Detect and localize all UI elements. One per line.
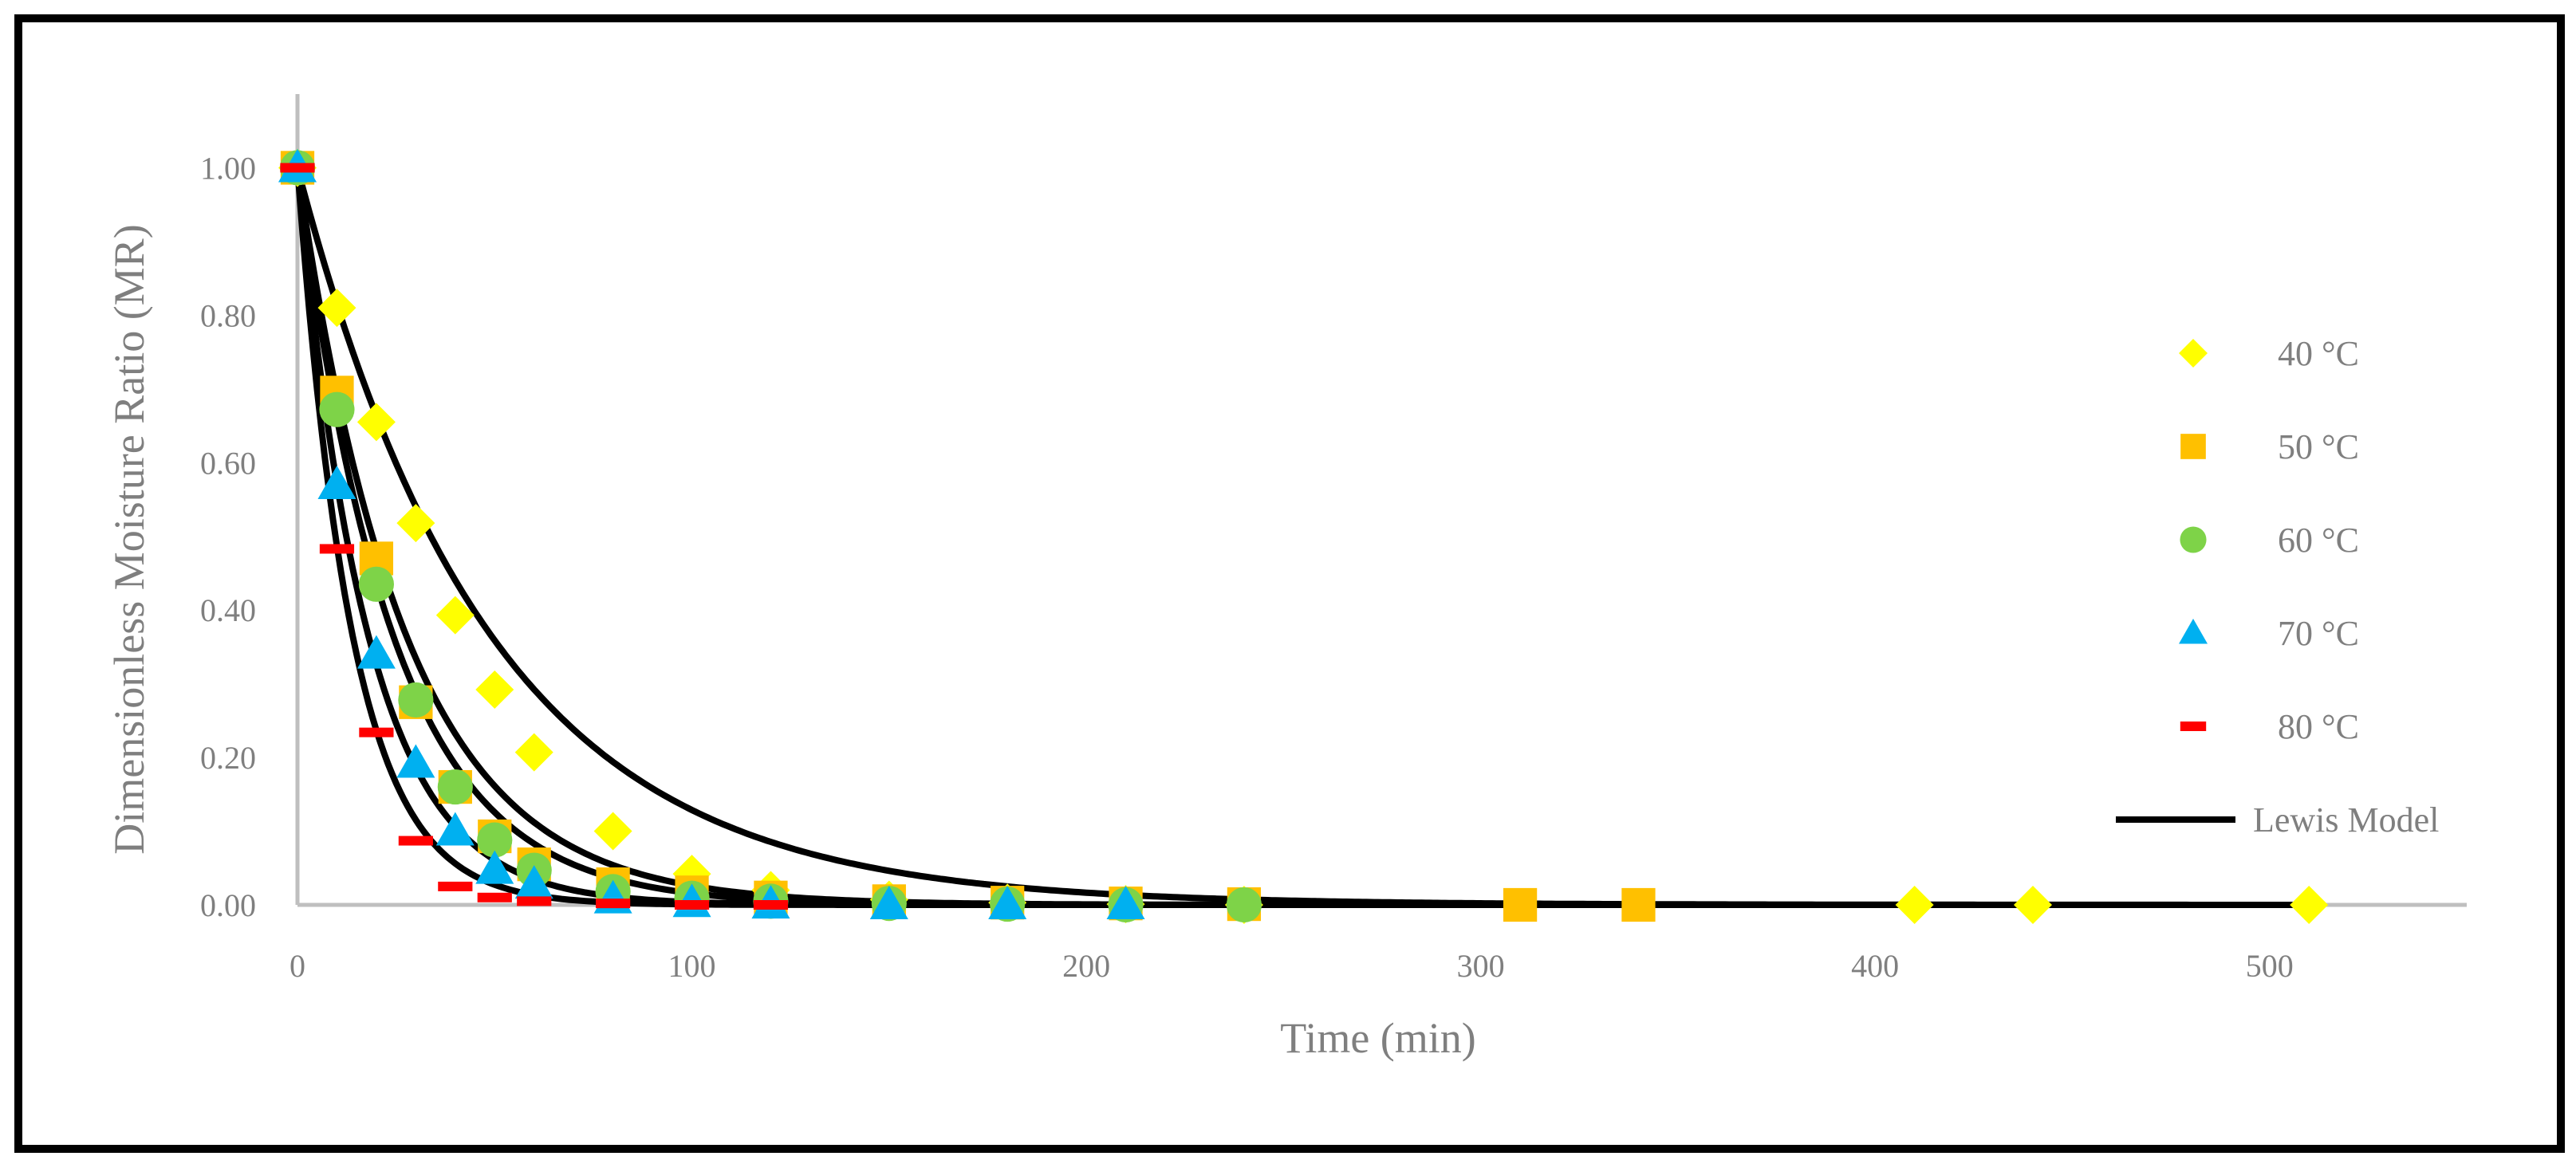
lewis-model-curve — [294, 167, 2310, 908]
data-point-diamond — [514, 733, 553, 772]
legend-label: 40 °C — [2278, 334, 2359, 373]
data-markers — [278, 148, 2329, 924]
lewis-model-curve — [294, 167, 2310, 908]
series-diamond — [278, 148, 2329, 924]
data-point-square — [1503, 887, 1538, 922]
data-point-dash — [319, 544, 355, 554]
y-tick-label: 0.60 — [200, 445, 256, 481]
data-point-square — [2180, 434, 2206, 459]
data-point-triangle — [396, 744, 435, 778]
data-point-diamond — [2290, 886, 2329, 924]
data-point-diamond — [475, 670, 514, 710]
legend-item: 80 °C — [2180, 707, 2359, 746]
legend-label: 80 °C — [2278, 707, 2359, 746]
y-tick-label: 1.00 — [200, 150, 256, 186]
lewis-model-curve — [294, 167, 2310, 908]
y-axis-title: Dimensionless Moisture Ratio (MR) — [105, 224, 153, 854]
chart-frame: 0 100 200 300 400 500 0.00 0.20 0.40 0.60 0.80 1.0… — [14, 14, 2565, 1153]
data-point-diamond — [317, 289, 356, 328]
data-point-triangle — [514, 865, 553, 899]
x-tick-label: 500 — [2246, 948, 2294, 984]
legend-label: Lewis Model — [2253, 800, 2439, 840]
legend-label: 70 °C — [2278, 614, 2359, 653]
data-point-circle — [398, 682, 434, 718]
data-point-diamond — [435, 596, 475, 635]
series-triangle — [278, 148, 1145, 919]
data-point-dash — [477, 892, 512, 902]
y-tick-label: 0.20 — [200, 740, 256, 776]
legend-item: 70 °C — [2179, 614, 2359, 653]
data-point-square — [1621, 887, 1656, 922]
data-point-dash — [2180, 722, 2207, 731]
data-point-dash — [517, 896, 552, 906]
x-tick-labels: 0 100 200 300 400 500 — [290, 948, 2294, 984]
data-point-triangle — [988, 886, 1027, 919]
legend: 40 °C 50 °C 60 °C 70 °C 80 °C Lewis Model — [2116, 334, 2439, 840]
data-point-circle — [477, 822, 513, 858]
legend-item: 40 °C — [2179, 334, 2359, 373]
series-dash — [280, 163, 789, 910]
y-tick-label: 0.80 — [200, 297, 256, 333]
data-point-dash — [359, 727, 394, 737]
x-tick-label: 200 — [1062, 948, 1110, 984]
x-tick-label: 400 — [1851, 948, 1899, 984]
series-circle — [279, 150, 1262, 923]
x-tick-label: 300 — [1457, 948, 1505, 984]
lewis-model-curve — [294, 167, 2310, 908]
legend-label: 60 °C — [2278, 521, 2359, 560]
data-point-dash — [674, 900, 710, 910]
data-point-triangle — [356, 635, 396, 669]
data-point-diamond — [1895, 886, 1934, 924]
data-point-dash — [398, 836, 433, 846]
data-point-triangle — [869, 886, 908, 919]
data-point-triangle — [1106, 886, 1145, 919]
data-point-diamond — [2179, 339, 2208, 368]
lewis-model-curve — [294, 167, 2310, 908]
data-point-circle — [1226, 887, 1262, 923]
data-point-circle — [2180, 526, 2207, 553]
data-point-dash — [753, 900, 789, 910]
data-point-diamond — [356, 403, 396, 442]
data-point-diamond — [2014, 886, 2052, 924]
data-point-dash — [596, 899, 631, 909]
data-point-diamond — [396, 504, 435, 543]
moisture-ratio-chart: 0 100 200 300 400 500 0.00 0.20 0.40 0.60 0.80 1.0… — [105, 94, 2467, 1062]
axes — [295, 94, 2467, 907]
legend-label: 50 °C — [2278, 427, 2359, 466]
legend-item-model: Lewis Model — [2116, 800, 2439, 840]
x-tick-label: 100 — [668, 948, 716, 984]
x-tick-label: 0 — [290, 948, 305, 984]
legend-item: 60 °C — [2180, 521, 2359, 560]
y-tick-label: 0.40 — [200, 592, 256, 628]
data-point-dash — [438, 881, 473, 891]
y-tick-label: 0.00 — [200, 887, 256, 923]
data-point-diamond — [593, 812, 632, 851]
data-point-triangle — [317, 466, 356, 500]
data-point-circle — [319, 391, 355, 427]
data-point-triangle — [2179, 619, 2208, 644]
data-point-circle — [358, 566, 394, 602]
y-tick-labels: 0.00 0.20 0.40 0.60 0.80 1.00 — [200, 150, 256, 923]
data-point-dash — [280, 163, 315, 173]
legend-item: 50 °C — [2180, 427, 2359, 466]
x-axis-title: Time (min) — [1280, 1014, 1476, 1062]
lewis-model-curves — [294, 167, 2310, 908]
data-point-triangle — [475, 850, 514, 884]
data-point-circle — [437, 769, 473, 805]
data-point-triangle — [435, 812, 475, 846]
